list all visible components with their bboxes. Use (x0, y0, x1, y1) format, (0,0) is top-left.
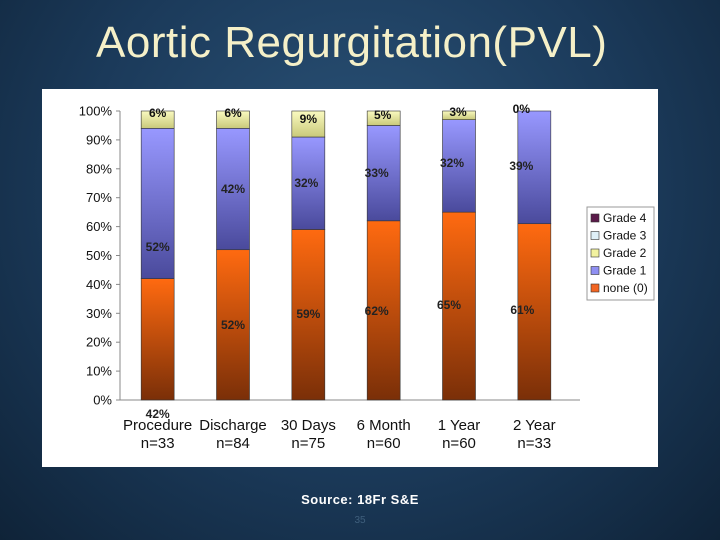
y-tick-label: 50% (86, 248, 112, 263)
x-tick-label: Procedure (123, 417, 192, 434)
y-tick-label: 70% (86, 190, 112, 205)
data-label: 9% (300, 112, 318, 126)
bar-segment-grade-1 (517, 110, 552, 225)
bar-segment-none-0 (140, 278, 175, 401)
data-label: 65% (437, 298, 461, 312)
data-label: 32% (294, 176, 318, 190)
x-tick-label: 30 Days (281, 417, 336, 434)
y-tick-label: 80% (86, 161, 112, 176)
legend-swatch (590, 231, 600, 240)
x-tick-label: n=33 (141, 435, 175, 452)
y-tick-label: 60% (86, 219, 112, 234)
x-tick-label: Discharge (199, 417, 267, 434)
data-label: 6% (224, 106, 242, 120)
data-label: 59% (296, 307, 320, 321)
bar-segment-none-0 (366, 220, 401, 401)
data-label: 0% (513, 102, 531, 116)
legend-swatch (590, 266, 600, 275)
data-label: 39% (509, 159, 533, 173)
legend-label: Grade 1 (603, 264, 647, 278)
y-tick-label: 0% (93, 393, 112, 408)
x-tick-label: n=60 (442, 435, 476, 452)
bar-segment-none-0 (291, 229, 326, 401)
bar-segment-grade-2 (366, 110, 401, 126)
source-note: Source: 18Fr S&E (301, 492, 419, 507)
bar-segment-grade-2 (140, 110, 175, 129)
x-tick-label: n=75 (291, 435, 325, 452)
x-tick-label: 2 Year (513, 417, 556, 434)
bar-segment-grade-1 (291, 136, 326, 230)
legend-label: none (0) (603, 281, 648, 295)
data-label: 33% (365, 166, 389, 180)
bar-segment-grade-1 (216, 128, 250, 251)
slide-title: Aortic Regurgitation(PVL) (96, 18, 608, 67)
data-label: 32% (440, 156, 464, 170)
y-tick-label: 20% (86, 335, 112, 350)
x-tick-label: 1 Year (438, 417, 481, 434)
data-label: 42% (221, 182, 245, 196)
x-tick-label: n=84 (216, 435, 250, 452)
data-label: 62% (365, 304, 389, 318)
chart-panel: 0% 10% 20% 30% 40% 50% 60% 70% 80% 90% 100% Procedu… (42, 89, 658, 467)
page-number: 35 (354, 515, 366, 526)
x-tick-label: n=60 (367, 435, 401, 452)
bar-segment-grade-2 (216, 110, 250, 129)
bar-segment-none-0 (216, 249, 250, 401)
x-tick-label: n=33 (517, 435, 551, 452)
bar-segment-grade-2 (291, 110, 326, 138)
y-tick-label: 40% (86, 277, 112, 292)
legend-swatch (590, 213, 600, 223)
y-tick-label: 10% (86, 364, 112, 379)
bar-segment-grade-1 (140, 128, 175, 279)
legend-label: Grade 4 (603, 211, 647, 225)
bar-segment-grade-1 (442, 119, 476, 213)
legend-label: Grade 2 (603, 246, 647, 260)
legend-swatch (590, 283, 600, 293)
data-label: 6% (149, 106, 167, 120)
legend-label: Grade 3 (603, 229, 647, 243)
y-tick-label: 30% (86, 306, 112, 321)
bar-segment-none-0 (442, 211, 476, 401)
data-label: 61% (510, 303, 534, 317)
data-label: 3% (449, 105, 467, 119)
legend-swatch (590, 248, 600, 258)
data-label: 5% (374, 108, 392, 122)
y-tick-label: 100% (79, 104, 113, 119)
y-tick-label: 90% (86, 132, 112, 147)
chart-legend: Grade 4 Grade 3 Grade 2 Grade 1 none (0) (586, 206, 655, 301)
data-label: 42% (146, 407, 170, 421)
stacked-bar-chart: 0% 10% 20% 30% 40% 50% 60% 70% 80% 90% 100% Procedu… (79, 102, 655, 452)
data-label: 52% (221, 318, 245, 332)
data-label: 52% (146, 240, 170, 254)
bar-segment-grade-2 (442, 110, 476, 120)
x-tick-label: 6 Month (357, 417, 411, 434)
